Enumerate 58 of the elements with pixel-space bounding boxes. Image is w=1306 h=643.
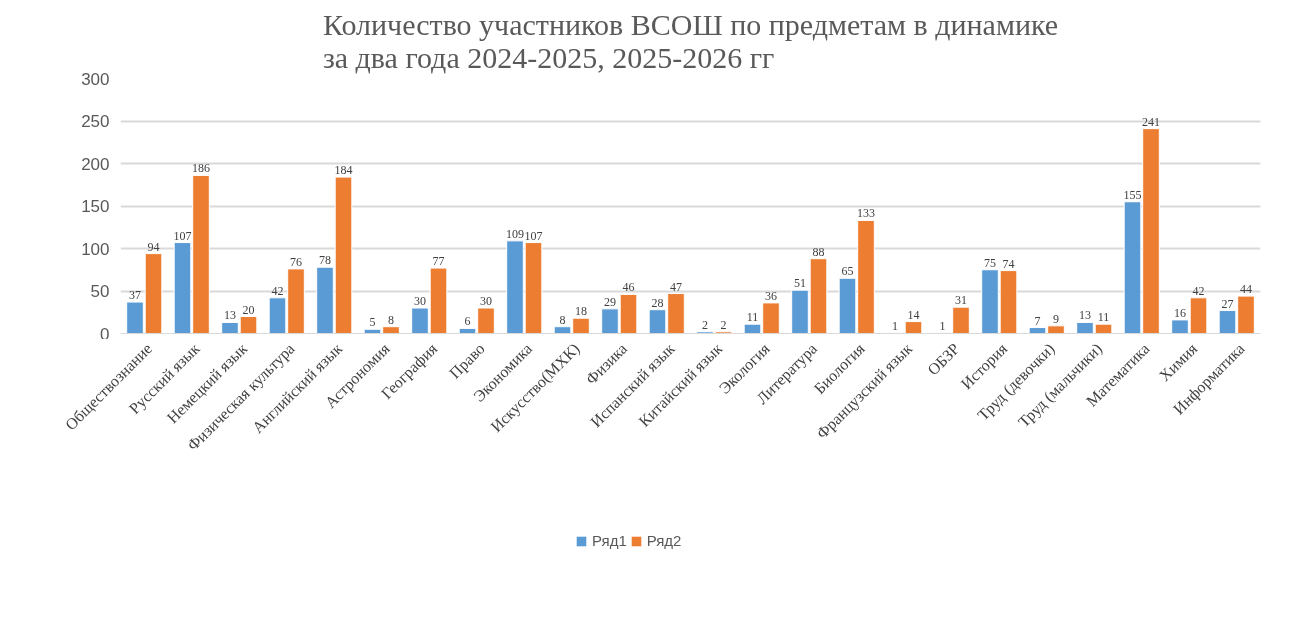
data-label: 13 [223, 308, 236, 323]
data-label: 31 [955, 293, 968, 308]
data-label: 28 [651, 295, 664, 310]
y-tick-label: 150 [81, 197, 110, 216]
data-label: 14 [907, 307, 920, 322]
legend-label: Ряд2 [646, 532, 682, 549]
data-label: 133 [857, 206, 876, 221]
data-label: 11 [746, 310, 759, 325]
data-label: 9 [1053, 311, 1060, 326]
data-label: 184 [334, 163, 353, 178]
data-label: 6 [464, 314, 471, 329]
data-label: 1 [891, 318, 898, 333]
data-label: 2 [701, 317, 708, 332]
data-label: 78 [318, 253, 331, 268]
data-label: 47 [670, 279, 683, 294]
data-label: 88 [812, 244, 825, 259]
data-label: 75 [983, 255, 996, 270]
data-label: 76 [290, 254, 303, 269]
data-label: 42 [1192, 283, 1205, 298]
data-label: 30 [413, 294, 426, 308]
data-label: 51 [793, 276, 806, 291]
data-label: 8 [388, 312, 395, 327]
data-label: 2 [720, 317, 727, 332]
y-tick-label: 200 [81, 154, 110, 174]
data-label: 36 [765, 288, 778, 303]
data-label: 77 [432, 254, 445, 269]
data-label: 1 [939, 318, 946, 333]
data-label: 11 [1097, 310, 1110, 325]
data-label: 107 [524, 228, 543, 243]
data-label: 241 [1142, 114, 1161, 129]
data-label: 107 [173, 228, 192, 243]
data-label: 16 [1173, 305, 1186, 320]
data-label: 65 [841, 264, 854, 279]
y-tick-label: 0 [100, 324, 110, 344]
data-label: 20 [242, 302, 255, 317]
data-label: 46 [622, 280, 635, 295]
data-label: 42 [271, 283, 284, 298]
data-label: 30 [480, 294, 493, 308]
chart-title: Количество участников ВСОШ по предметам в динамике за два года 2024-2025, 2025-2026 гг [322, 7, 1059, 74]
legend-label: Ряд1 [592, 532, 627, 549]
data-label: 27 [1221, 296, 1234, 311]
data-label: 94 [147, 239, 160, 254]
data-label: 44 [1240, 282, 1253, 297]
data-label: 74 [1002, 256, 1015, 271]
data-label: 18 [575, 304, 588, 319]
data-label: 109 [505, 226, 524, 241]
data-label: 29 [603, 294, 616, 309]
data-label: 7 [1034, 313, 1041, 328]
data-label: 13 [1078, 308, 1091, 323]
data-label: 5 [369, 315, 376, 330]
y-tick-label: 50 [90, 282, 110, 301]
y-tick-label: 250 [81, 112, 110, 131]
data-label: 155 [1123, 187, 1142, 202]
data-label: 37 [128, 288, 141, 303]
data-label: 186 [192, 161, 211, 176]
y-tick-label: 300 [81, 69, 110, 89]
data-label: 8 [559, 312, 566, 327]
y-tick-label: 100 [81, 239, 110, 259]
